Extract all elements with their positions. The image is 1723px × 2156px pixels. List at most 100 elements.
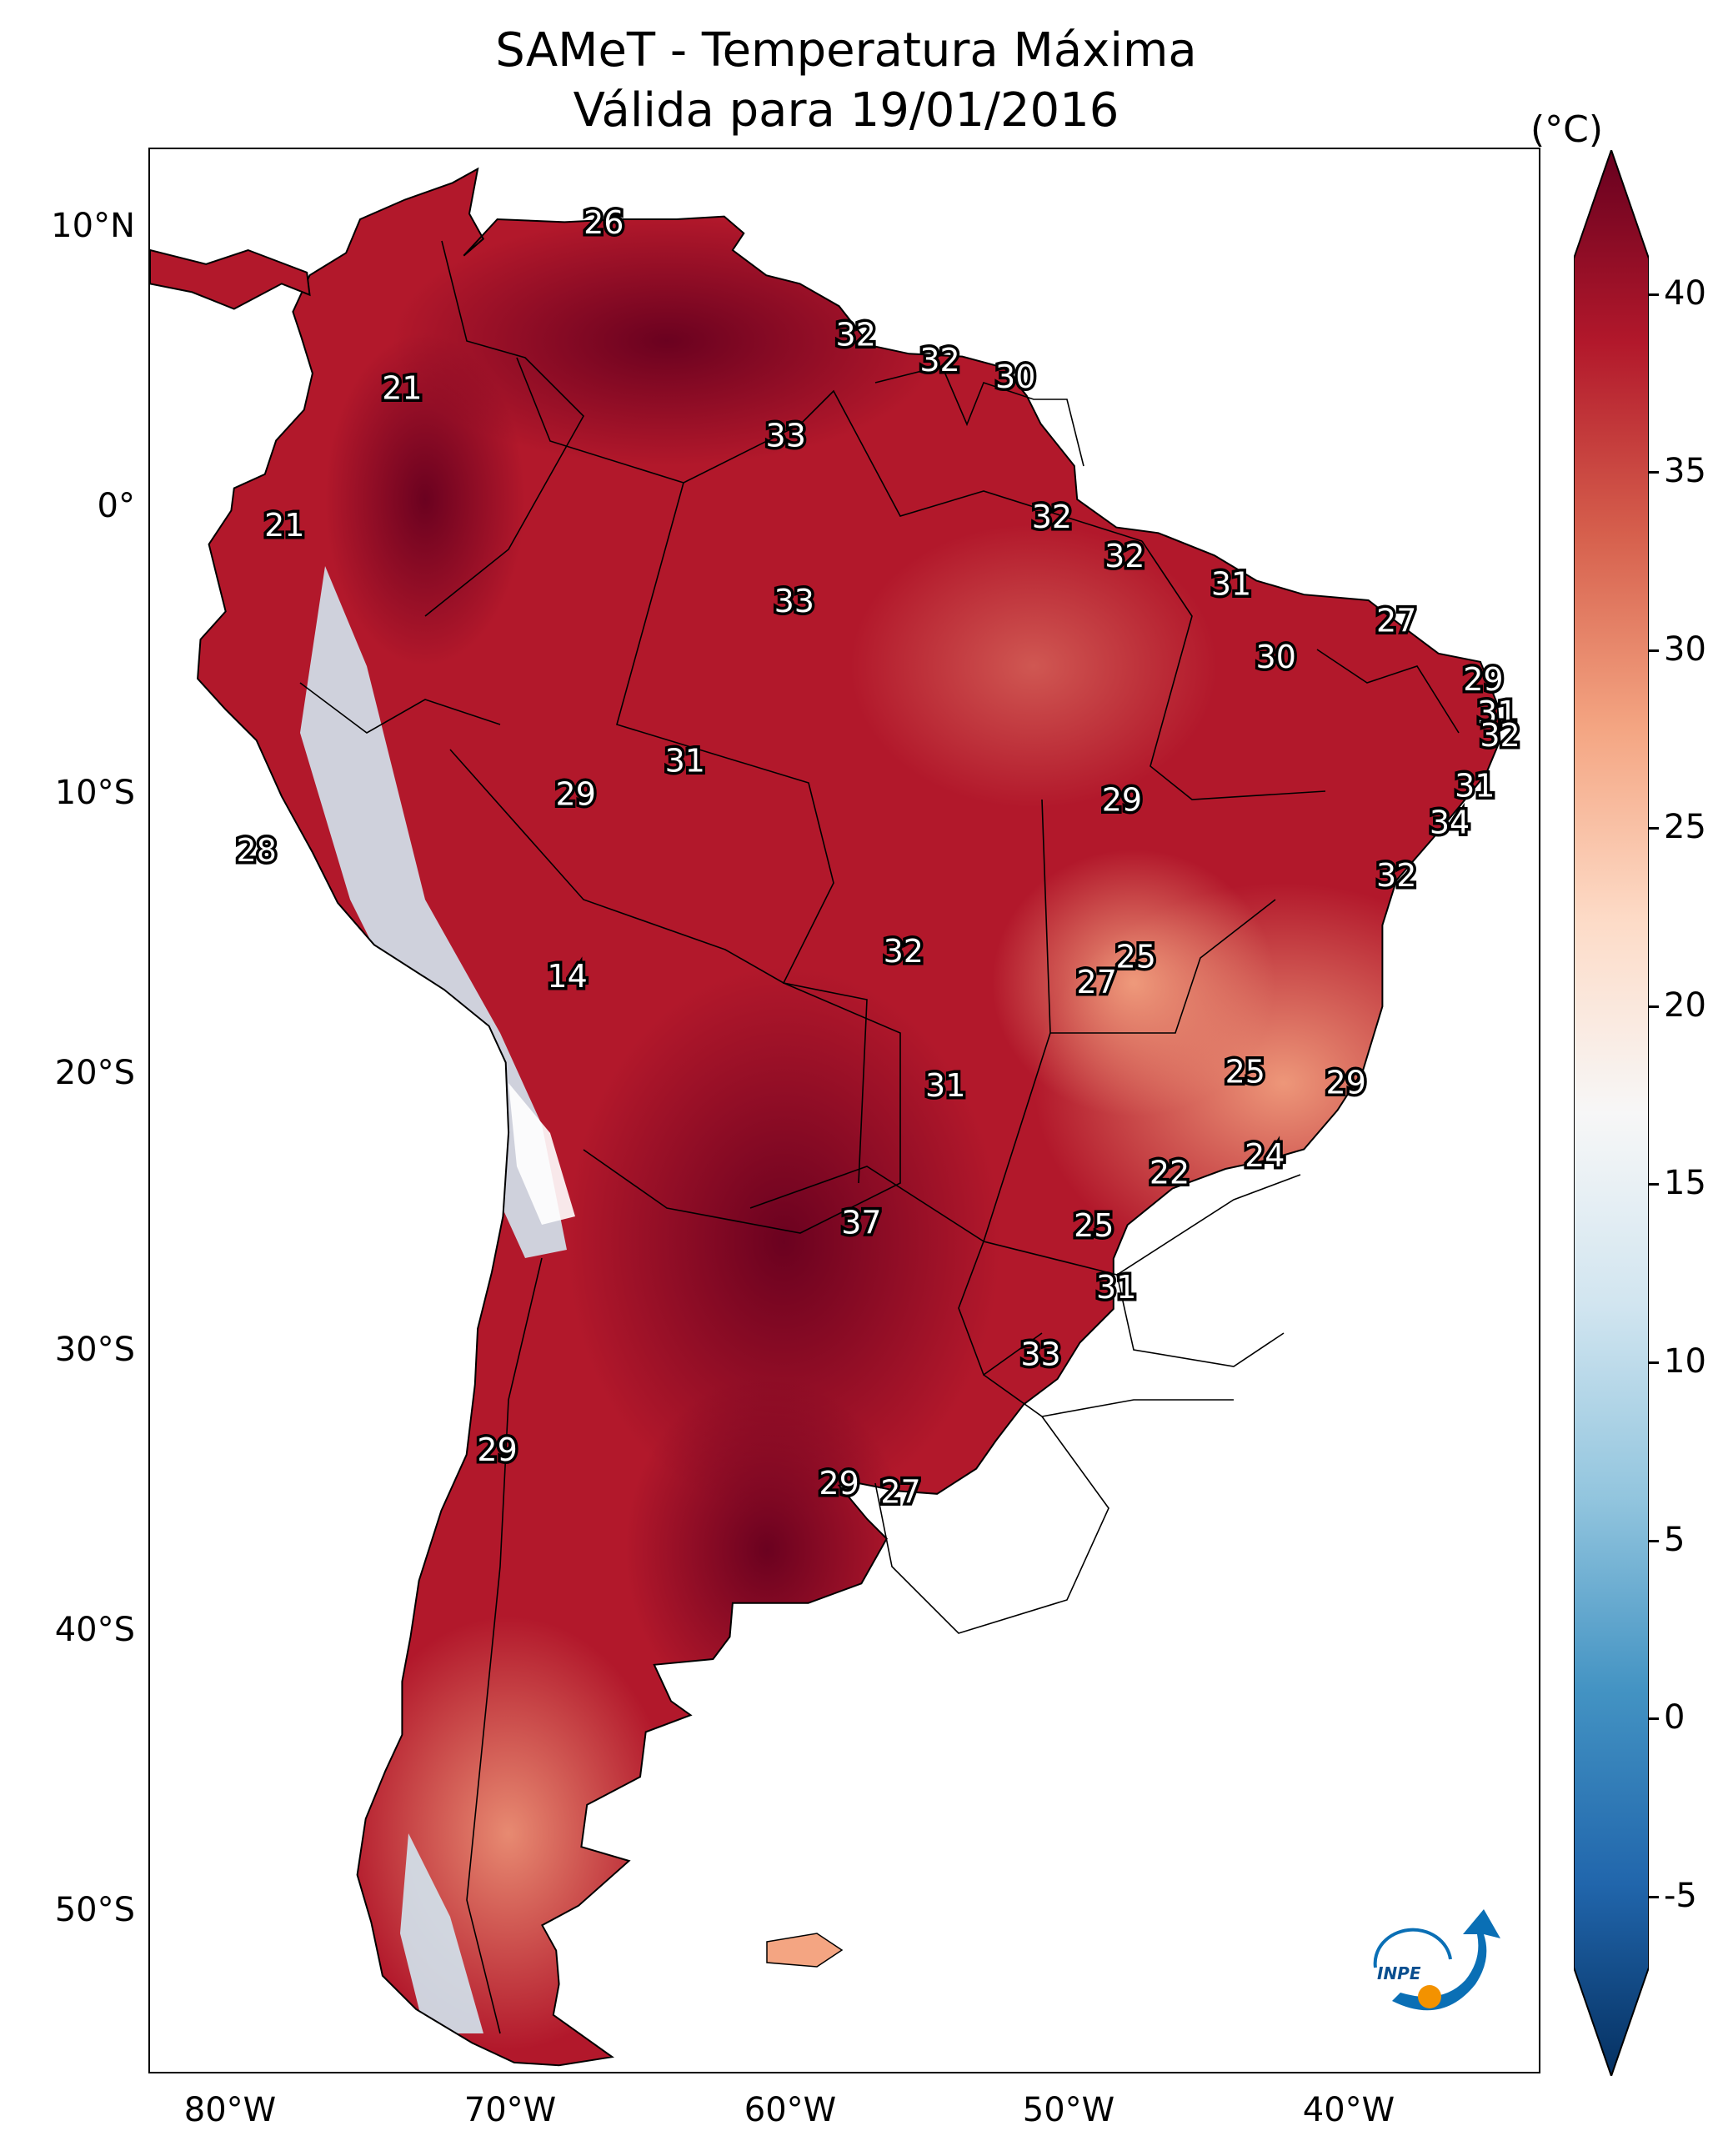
temperature-label: 32 <box>884 933 924 970</box>
temperature-field <box>300 216 1500 2050</box>
colorbar-tick-label: 0 <box>1664 1698 1685 1737</box>
temperature-label: 33 <box>774 583 814 619</box>
lat-label-10s: 10°S <box>54 774 135 812</box>
coastline <box>197 167 1501 2067</box>
colorbar-tickmark <box>1649 1539 1659 1542</box>
colorbar-tick-label: 40 <box>1664 273 1706 313</box>
temperature-label: 31 <box>1477 694 1517 731</box>
central-america-land <box>150 248 311 310</box>
logo-text: INPE <box>1377 1963 1421 1983</box>
lon-label-40w: 40°W <box>1302 2091 1395 2129</box>
lon-label-60w: 60°W <box>744 2091 837 2129</box>
map-area: 26 32 32 30 21 33 21 32 32 31 33 27 30 29 31 32 31 29 29 31… <box>148 148 1540 2073</box>
hot-core-chaco <box>567 966 1000 1517</box>
temperature-label: 26 <box>584 204 624 241</box>
map-title: SAMeT - Temperatura Máxima <box>495 23 1197 78</box>
temperature-label: 32 <box>836 317 876 353</box>
temperature-label: 30 <box>995 358 1035 395</box>
logo-ring <box>1373 1928 1452 1968</box>
lat-label-30s: 30°S <box>54 1331 135 1369</box>
temperature-label: 32 <box>1480 717 1520 754</box>
colorbar-tickmark <box>1649 293 1659 296</box>
temperature-label: 32 <box>1376 857 1416 894</box>
border-peru-ecuador <box>299 682 501 734</box>
temperature-label: 32 <box>1032 499 1072 535</box>
border-brazil-states-1 <box>1141 540 1326 800</box>
temperature-label: 28 <box>237 832 277 869</box>
warm-cerrado <box>992 850 1275 1116</box>
temperature-label: 29 <box>1326 1065 1366 1101</box>
colorbar-tickmark <box>1649 827 1659 830</box>
temperature-label: 37 <box>841 1205 881 1241</box>
temperature-label: 21 <box>382 370 422 407</box>
temperature-label: 14 <box>547 958 587 995</box>
border-brazil-states-6 <box>1316 649 1460 734</box>
lat-label-50s: 50°S <box>54 1891 135 1929</box>
andes-cold-core <box>508 1083 575 1225</box>
logo-arrow-swoosh <box>1392 1909 1500 2011</box>
colorbar-tickmark <box>1649 1895 1659 1898</box>
colorbar-unit: (°C) <box>1530 108 1604 151</box>
border-guianas <box>874 365 1084 467</box>
temperature-label: 22 <box>1150 1154 1190 1191</box>
border-brazil-states-2 <box>1041 799 1276 1034</box>
temperature-label: 31 <box>1096 1269 1136 1306</box>
border-brazil-north <box>516 357 1143 542</box>
colorbar <box>1574 150 1649 2076</box>
temperature-label: 31 <box>925 1067 965 1104</box>
colorbar-tick-label: 10 <box>1664 1341 1706 1381</box>
south-america-landmass <box>150 167 1501 2067</box>
temperature-label: 25 <box>1074 1207 1114 1244</box>
border-brazil-west <box>616 482 868 1184</box>
border-brazil-states-4 <box>1116 1274 1285 1367</box>
hot-core-colombia <box>325 333 525 666</box>
temperature-label: 29 <box>1102 781 1142 818</box>
colorbar-tickmark <box>1649 1183 1659 1186</box>
border-colombia-venezuela <box>424 240 584 617</box>
colorbar-tick-label: 15 <box>1664 1164 1706 1203</box>
colorbar-tickmark <box>1649 471 1659 474</box>
colorbar-tick-label: 25 <box>1664 808 1706 847</box>
temperature-label: 29 <box>556 776 596 813</box>
warm-amazon <box>850 524 1217 808</box>
border-chile-argentina <box>466 1257 543 2034</box>
southern-andes-cold <box>400 1833 483 2033</box>
temperature-label: 34 <box>1430 804 1470 840</box>
lon-label-50w: 50°W <box>1022 2091 1115 2129</box>
colorbar-tick-label: 30 <box>1664 629 1706 669</box>
temperature-label: 29 <box>1463 661 1503 698</box>
inpe-logo: INPE <box>1373 1909 1500 2011</box>
temperature-label: 32 <box>1104 538 1144 574</box>
lat-label-40s: 40°S <box>54 1611 135 1649</box>
temperature-label: 33 <box>766 418 806 454</box>
lon-label-80w: 80°W <box>183 2091 277 2129</box>
lat-label-20s: 20°S <box>54 1054 135 1092</box>
temperature-label: 27 <box>1376 602 1416 639</box>
temperature-label: 21 <box>264 507 304 544</box>
temperature-label: 31 <box>1211 566 1251 603</box>
border-brazil-states-5 <box>1041 1399 1234 1417</box>
lon-label-70w: 70°W <box>463 2091 557 2129</box>
temperature-label: 24 <box>1245 1137 1285 1174</box>
colorbar-tick-label: 20 <box>1664 985 1706 1025</box>
colorbar-body <box>1574 150 1649 2076</box>
temperature-label: 27 <box>1077 964 1117 1000</box>
lat-label-0: 0° <box>97 487 135 525</box>
temperature-label: 27 <box>880 1473 920 1510</box>
temperature-label: 25 <box>1116 939 1156 975</box>
lat-label-10n: 10°N <box>51 207 135 245</box>
falkland-islands <box>766 1933 844 1968</box>
colorbar-tick-label: -5 <box>1664 1876 1697 1915</box>
temperature-label: 31 <box>665 742 705 779</box>
colorbar-tick-label: 35 <box>1664 452 1706 491</box>
logo-sun-dot <box>1418 1985 1441 2008</box>
temperature-label: 31 <box>1455 768 1495 805</box>
colorbar-tick-label: 5 <box>1664 1520 1685 1559</box>
country-borders <box>299 240 1460 2034</box>
colorbar-tickmark <box>1649 1361 1659 1364</box>
temperature-label: 29 <box>477 1431 517 1468</box>
colorbar-tickmark <box>1649 1717 1659 1721</box>
hot-core-pampa <box>625 1375 909 1725</box>
